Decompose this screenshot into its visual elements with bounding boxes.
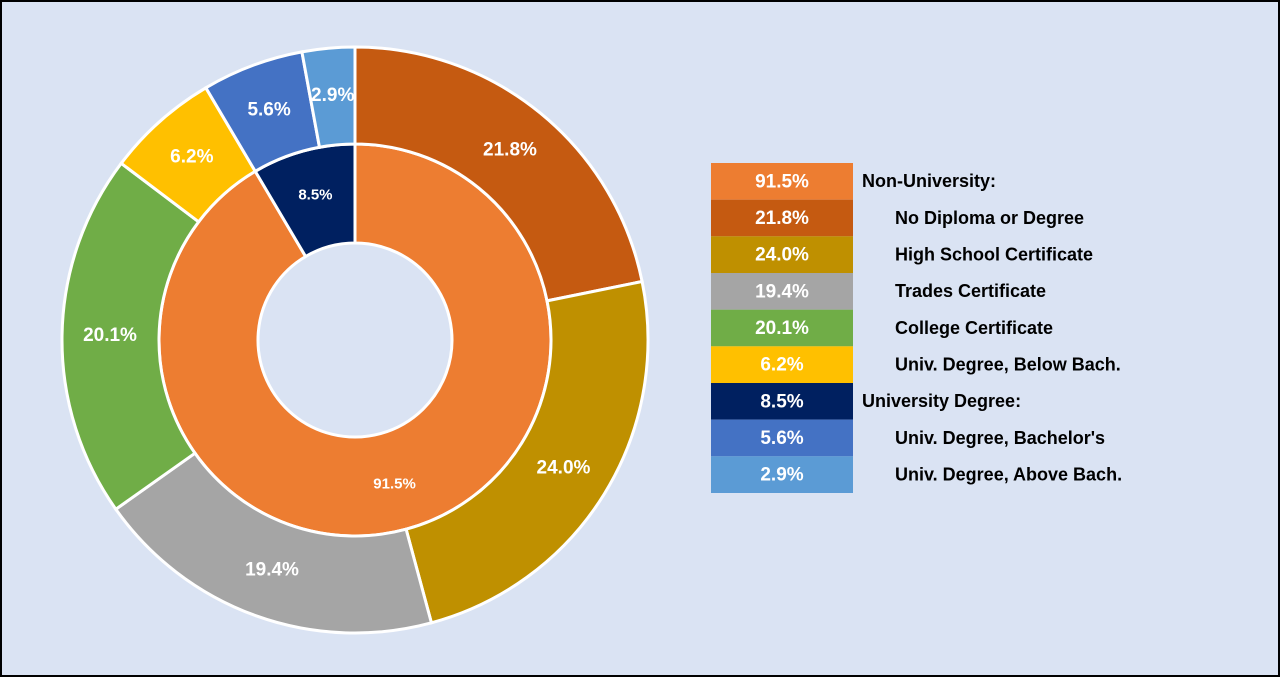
legend-label: Univ. Degree, Bachelor's <box>895 428 1105 448</box>
data-label: 21.8% <box>483 139 537 160</box>
legend-swatch <box>711 456 853 493</box>
legend-value: 8.5% <box>760 391 803 412</box>
legend-label: College Certificate <box>895 318 1053 338</box>
data-label: 2.9% <box>311 85 354 106</box>
legend-value: 19.4% <box>755 281 809 302</box>
legend-swatch <box>711 236 853 273</box>
outer-wedge <box>353 45 644 303</box>
legend-swatch <box>711 273 853 310</box>
legend-value: 5.6% <box>760 428 803 449</box>
legend-label: Non-University: <box>862 171 996 191</box>
legend-label: Trades Certificate <box>895 281 1046 301</box>
outer-wedge <box>300 45 357 149</box>
legend-value: 20.1% <box>755 318 809 339</box>
data-label: 24.0% <box>537 458 591 479</box>
legend-value: 91.5% <box>755 171 809 192</box>
legend-label: Univ. Degree, Below Bach. <box>895 354 1121 374</box>
legend-swatch <box>711 419 853 457</box>
data-label: 8.5% <box>298 186 332 203</box>
data-label: 19.4% <box>245 560 299 581</box>
legend-label: No Diploma or Degree <box>895 208 1084 228</box>
legend-swatch <box>711 309 853 347</box>
data-label: 6.2% <box>170 146 213 167</box>
legend-value: 21.8% <box>755 208 809 229</box>
outer-wedge <box>113 451 434 635</box>
legend-swatch <box>711 163 853 200</box>
legend-swatch <box>711 199 853 237</box>
outer-wedge <box>404 279 650 625</box>
data-label: 20.1% <box>83 325 137 346</box>
legend-value: 2.9% <box>760 465 803 486</box>
data-label: 5.6% <box>247 100 290 121</box>
legend-swatch <box>711 346 853 383</box>
data-label: 91.5% <box>373 476 416 493</box>
legend-label: Univ. Degree, Above Bach. <box>895 464 1122 484</box>
legend-value: 6.2% <box>760 355 803 376</box>
legend-swatch <box>711 383 853 420</box>
legend-label: University Degree: <box>862 391 1021 411</box>
legend-label: High School Certificate <box>895 244 1093 264</box>
legend-value: 24.0% <box>755 245 809 266</box>
